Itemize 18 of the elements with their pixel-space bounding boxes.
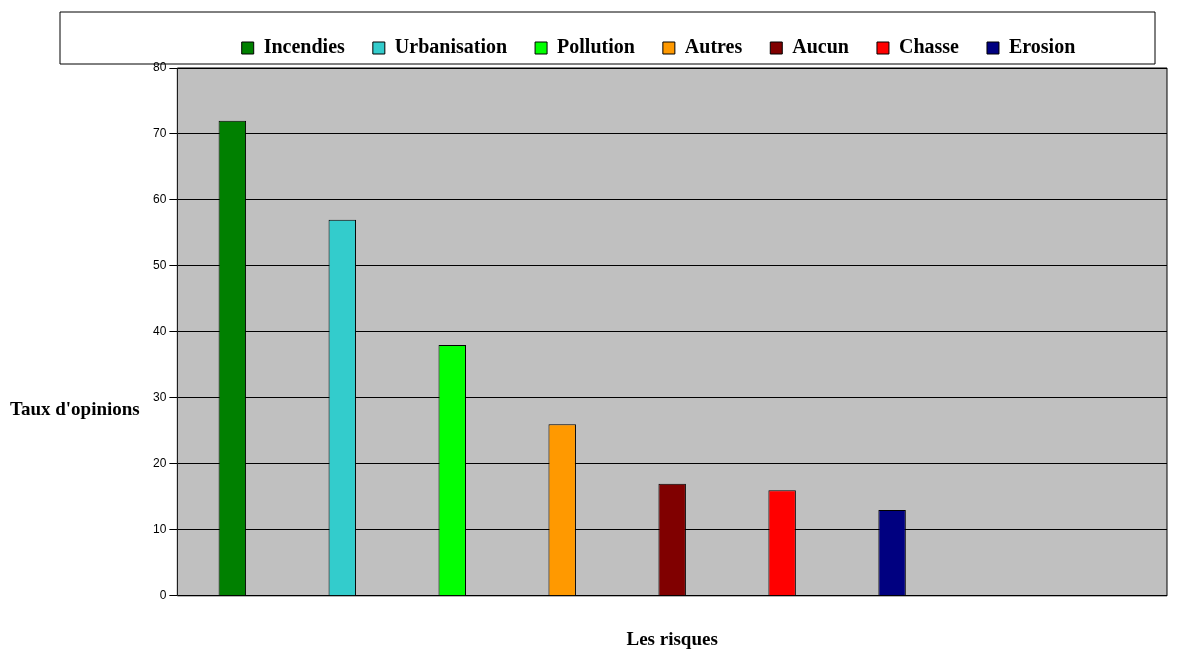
legend-label: Erosion — [1008, 35, 1076, 58]
x-axis-title: Les risques — [626, 627, 718, 649]
legend-label: Chasse — [898, 35, 960, 58]
y-tick-label: 70 — [152, 126, 167, 141]
y-tick-label: 50 — [152, 258, 167, 273]
legend-label: Urbanisation — [394, 35, 508, 58]
y-tick-label: 30 — [152, 390, 167, 405]
y-tick-label: 10 — [152, 522, 167, 537]
y-tick-label: 80 — [152, 60, 167, 75]
y-tick-label: 0 — [159, 588, 167, 603]
legend-label: Autres — [684, 35, 743, 58]
y-tick-label: 20 — [152, 456, 167, 471]
legend-label: Incendies — [263, 35, 346, 58]
y-axis-title: Taux d'opinions — [10, 398, 140, 420]
legend-label: Pollution — [557, 35, 635, 58]
y-tick-label: 60 — [152, 192, 167, 207]
y-tick-label: 40 — [152, 324, 167, 339]
legend-label: Aucun — [792, 35, 849, 58]
